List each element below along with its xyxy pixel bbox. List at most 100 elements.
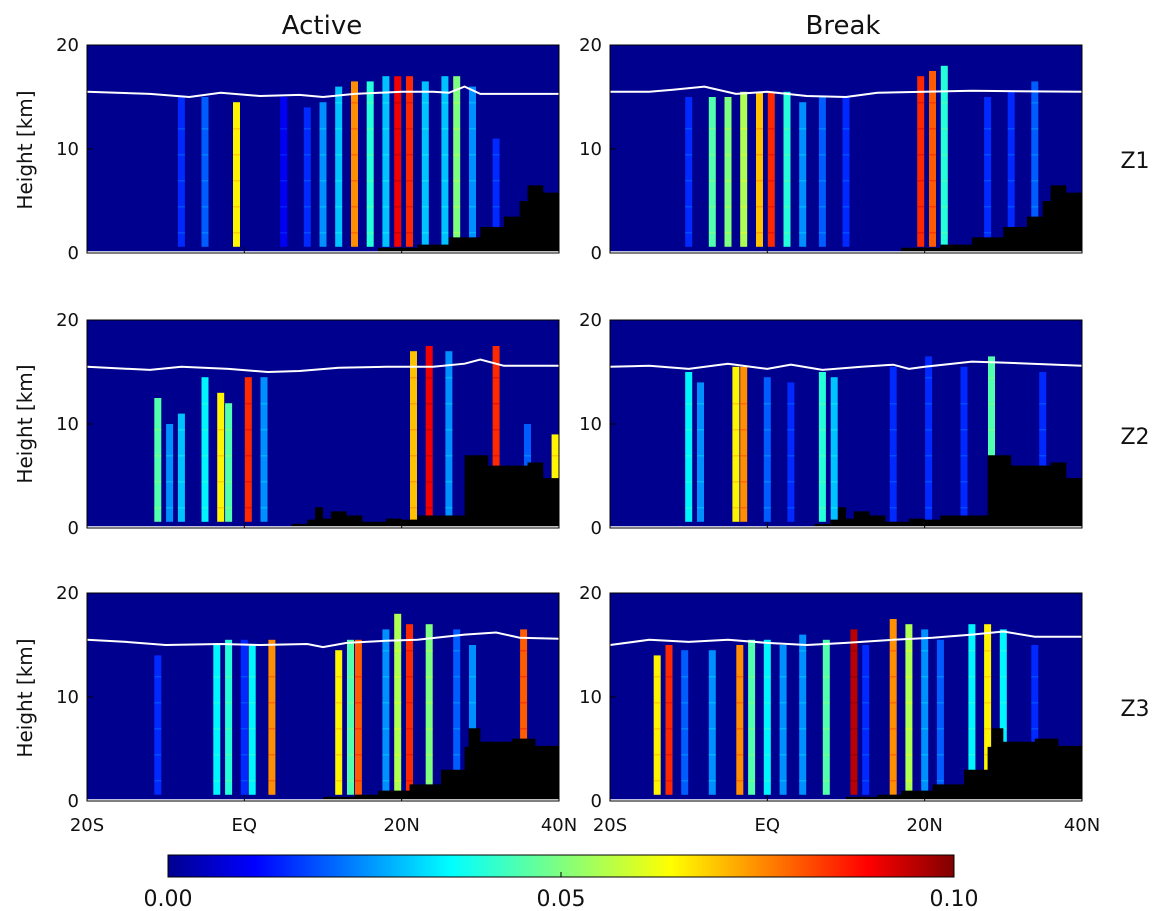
cloud-column bbox=[999, 629, 1007, 795]
column-cell bbox=[724, 128, 732, 130]
column-cell bbox=[240, 676, 248, 678]
cloud-column bbox=[240, 639, 248, 795]
column-cell bbox=[406, 702, 413, 704]
column-cell bbox=[889, 780, 897, 782]
column-cell bbox=[366, 232, 374, 234]
cloud-column bbox=[177, 413, 185, 522]
column-cell bbox=[917, 232, 925, 234]
column-cell bbox=[740, 403, 748, 405]
column-cell bbox=[889, 455, 897, 457]
column-cell bbox=[469, 154, 476, 156]
column-cell bbox=[177, 128, 185, 130]
column-cell bbox=[225, 481, 233, 483]
column-cell bbox=[382, 676, 390, 678]
cloud-column bbox=[213, 645, 221, 795]
column-cell bbox=[830, 481, 838, 483]
column-cell bbox=[889, 507, 897, 509]
x-tick-label: 40N bbox=[1064, 815, 1100, 836]
cloud-column bbox=[1031, 81, 1039, 247]
column-cell bbox=[280, 180, 288, 182]
column-cell bbox=[366, 128, 374, 130]
cloud-column bbox=[394, 76, 402, 247]
column-cell bbox=[740, 455, 748, 457]
column-cell bbox=[347, 754, 354, 756]
column-cell bbox=[960, 481, 968, 483]
column-cell bbox=[799, 650, 807, 652]
column-cell bbox=[201, 206, 209, 208]
column-cell bbox=[406, 154, 413, 156]
column-cell bbox=[960, 455, 968, 457]
column-cell bbox=[756, 180, 763, 182]
column-cell bbox=[685, 507, 693, 509]
column-cell bbox=[280, 154, 288, 156]
column-cell bbox=[799, 780, 807, 782]
column-cell bbox=[280, 128, 288, 130]
column-cell bbox=[999, 676, 1007, 678]
column-cell bbox=[492, 154, 500, 156]
column-cell bbox=[335, 780, 343, 782]
column-cell bbox=[787, 429, 795, 431]
column-cell bbox=[936, 780, 944, 782]
column-cell bbox=[862, 728, 870, 730]
column-cell bbox=[917, 206, 925, 208]
column-cell bbox=[842, 206, 850, 208]
cloud-column bbox=[354, 639, 362, 795]
column-cell bbox=[354, 754, 362, 756]
column-cell bbox=[665, 676, 673, 678]
column-cell bbox=[799, 728, 807, 730]
column-cell bbox=[685, 232, 693, 234]
column-cell bbox=[453, 754, 461, 756]
cloud-column bbox=[382, 76, 390, 247]
column-cell bbox=[425, 377, 433, 379]
cloud-column bbox=[842, 97, 850, 247]
column-cell bbox=[921, 702, 929, 704]
column-cell bbox=[1031, 102, 1039, 104]
column-cell bbox=[756, 154, 763, 156]
column-cell bbox=[410, 377, 417, 379]
cloud-column bbox=[410, 351, 417, 522]
column-cell bbox=[1031, 154, 1039, 156]
column-cell bbox=[240, 780, 248, 782]
tropopause-line bbox=[87, 631, 559, 649]
panel-z3-break: 0 10 20 20S EQ 20N 40N bbox=[579, 583, 1100, 836]
column-cell bbox=[217, 507, 225, 509]
column-cell bbox=[520, 728, 528, 730]
column-cell bbox=[492, 180, 500, 182]
column-cell bbox=[453, 728, 461, 730]
cloud-column bbox=[425, 346, 433, 522]
column-cell bbox=[740, 429, 748, 431]
column-cell bbox=[1031, 206, 1039, 208]
column-cell bbox=[154, 507, 162, 509]
column-cell bbox=[708, 702, 716, 704]
x-tick-label: 20S bbox=[593, 815, 627, 836]
column-cell bbox=[240, 728, 248, 730]
column-cell bbox=[681, 754, 689, 756]
column-cell bbox=[177, 429, 185, 431]
cloud-column bbox=[1007, 91, 1015, 247]
y-axis-label-z2: Height [km] bbox=[13, 364, 37, 483]
column-cell bbox=[736, 702, 744, 704]
column-cell bbox=[268, 780, 276, 782]
column-cell bbox=[842, 128, 850, 130]
column-cell bbox=[268, 754, 276, 756]
column-cell bbox=[260, 455, 268, 457]
column-cell bbox=[917, 154, 925, 156]
column-cell bbox=[177, 232, 185, 234]
x-tick-label: EQ bbox=[232, 815, 258, 836]
column-cell bbox=[889, 403, 897, 405]
column-cell bbox=[988, 377, 995, 379]
column-cell bbox=[724, 180, 732, 182]
column-cell bbox=[905, 780, 913, 782]
column-cell bbox=[154, 429, 162, 431]
column-cell bbox=[268, 702, 276, 704]
column-cell bbox=[665, 702, 673, 704]
y-tick-label: 20 bbox=[579, 310, 602, 331]
y-tick-label: 20 bbox=[56, 35, 79, 56]
column-cell bbox=[708, 728, 716, 730]
column-cell bbox=[732, 507, 740, 509]
terrain-mask bbox=[610, 728, 1082, 801]
column-cell bbox=[240, 702, 248, 704]
column-cell bbox=[225, 676, 233, 678]
cloud-column bbox=[685, 372, 693, 522]
column-cell bbox=[936, 702, 944, 704]
